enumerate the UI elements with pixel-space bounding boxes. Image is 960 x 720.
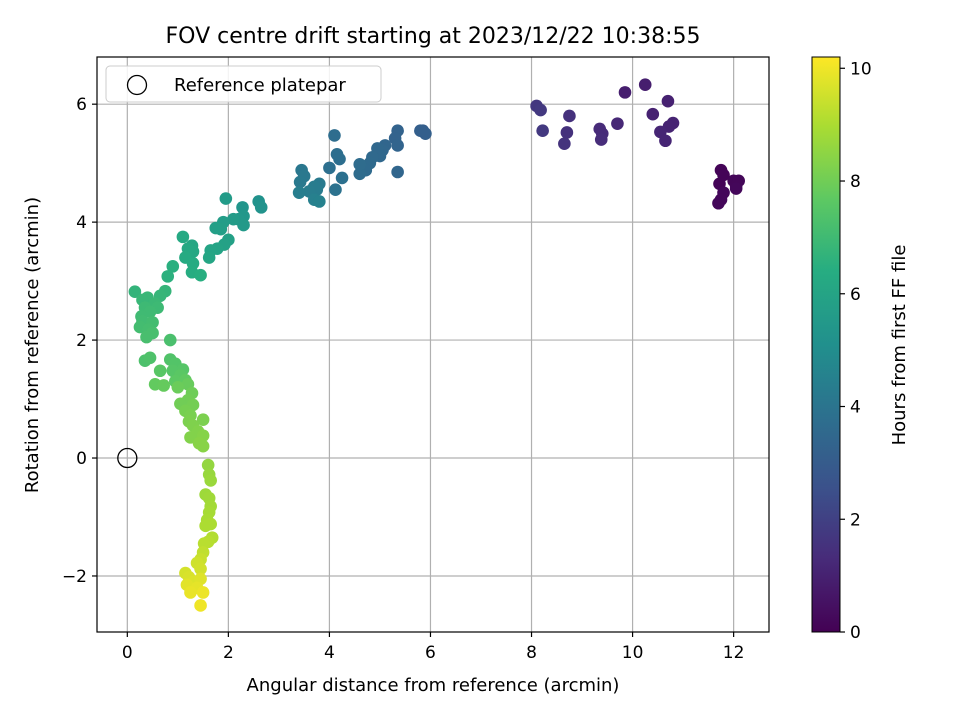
colorbar-tick-label: 4: [850, 398, 861, 418]
legend-marker-open-circle: [126, 74, 148, 96]
y-tick-label: 2: [76, 331, 87, 351]
data-point: [534, 103, 547, 117]
x-tick-label: 0: [122, 643, 133, 663]
data-point: [391, 139, 404, 152]
data-point: [329, 183, 342, 196]
data-point: [563, 109, 576, 123]
data-point: [166, 260, 180, 273]
data-point: [560, 126, 574, 139]
data-point: [171, 380, 185, 394]
plot-area: 0 2 4 6 8 10 12 −2 0 2 4 6: [62, 56, 770, 663]
colorbar-label: Hours from first FF file: [889, 245, 910, 446]
data-point: [196, 413, 210, 426]
data-points: [128, 78, 745, 612]
data-point: [202, 251, 216, 264]
y-axis-ticks: −2 0 2 4 6: [62, 95, 97, 587]
data-point: [335, 171, 349, 185]
data-point: [293, 175, 307, 189]
data-point: [237, 218, 250, 232]
data-point: [323, 161, 336, 175]
plot-frame: [96, 56, 770, 633]
data-point: [313, 195, 326, 208]
data-point: [128, 285, 142, 299]
data-point: [163, 333, 177, 347]
data-point: [646, 107, 660, 121]
data-point: [194, 268, 207, 282]
data-point: [638, 78, 652, 92]
x-tick-label: 6: [425, 643, 436, 663]
x-axis-label: Angular distance from reference (arcmin): [247, 675, 620, 696]
x-tick-label: 12: [723, 643, 745, 663]
data-point: [254, 201, 268, 214]
data-point: [209, 221, 223, 235]
data-point: [227, 212, 240, 226]
reference-marker: [117, 447, 138, 469]
data-point: [176, 230, 190, 244]
x-tick-label: 4: [324, 643, 335, 663]
data-point: [153, 364, 167, 378]
data-point: [201, 458, 215, 472]
legend: Reference platepar: [105, 65, 382, 103]
data-point: [594, 133, 608, 146]
colorbar-tick-label: 6: [850, 285, 861, 305]
colorbar-tick-label: 8: [850, 172, 861, 192]
colorbar: 0 2 4 6 8 10 Hours from first FF file: [811, 56, 910, 643]
data-point: [618, 86, 632, 99]
data-point: [196, 586, 210, 599]
x-axis-ticks: 0 2 4 6 8 10 12: [122, 632, 745, 663]
colorbar-ticks: 0 2 4 6 8 10: [840, 59, 872, 643]
data-point: [328, 129, 341, 142]
data-point: [729, 182, 743, 195]
chart-title: FOV centre drift starting at 2023/12/22 …: [166, 24, 701, 49]
data-point: [184, 586, 197, 599]
colorbar-tick-label: 10: [850, 59, 872, 79]
y-tick-label: 6: [76, 95, 87, 115]
data-point: [143, 351, 157, 365]
reference-platepar-marker: [117, 447, 138, 469]
legend-label: Reference platepar: [174, 75, 346, 96]
legend-box: [105, 65, 382, 103]
data-point: [196, 439, 210, 453]
data-point: [219, 192, 233, 205]
y-tick-label: −2: [62, 567, 87, 587]
data-point: [157, 379, 170, 392]
colorbar-gradient: [811, 56, 841, 633]
data-point: [333, 152, 346, 166]
y-tick-label: 0: [76, 449, 87, 469]
data-point: [558, 137, 571, 150]
data-point: [292, 186, 306, 199]
data-point: [536, 124, 549, 138]
x-tick-label: 10: [622, 643, 644, 663]
data-point: [611, 117, 624, 130]
colorbar-tick-label: 0: [850, 623, 861, 643]
data-point: [199, 519, 212, 533]
data-point: [353, 158, 367, 171]
y-axis-label: Rotation from reference (arcmin): [22, 197, 43, 493]
data-point: [194, 599, 207, 612]
data-point: [161, 270, 175, 283]
data-point: [712, 196, 725, 210]
data-point: [140, 330, 153, 344]
grid: [97, 57, 769, 632]
data-point: [194, 562, 207, 576]
x-tick-label: 8: [526, 643, 537, 663]
data-point: [353, 167, 367, 181]
data-point: [391, 165, 404, 179]
colorbar-tick-label: 2: [850, 510, 861, 530]
data-point: [414, 124, 427, 138]
data-point: [661, 94, 675, 108]
y-tick-label: 4: [76, 213, 87, 233]
x-tick-label: 2: [223, 643, 234, 663]
data-point: [204, 474, 217, 487]
data-point: [659, 134, 672, 148]
